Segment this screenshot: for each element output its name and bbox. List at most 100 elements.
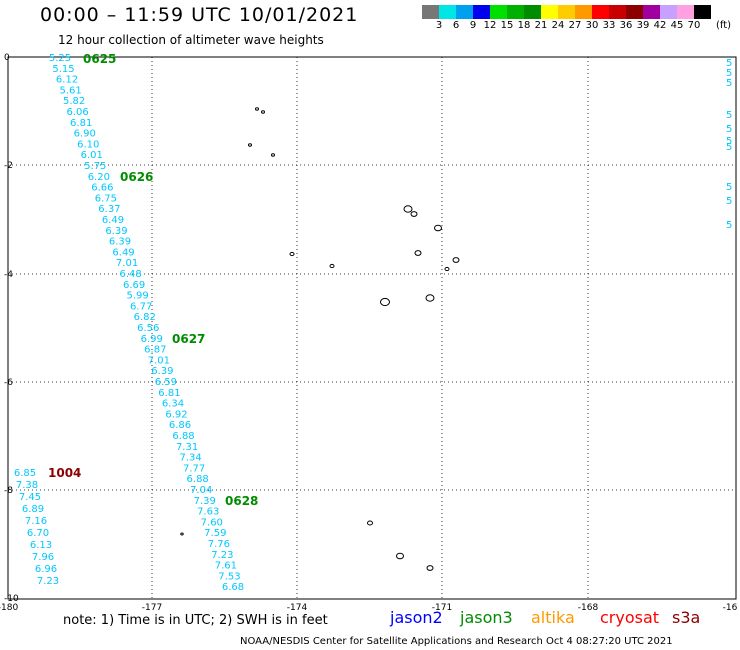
legend-label: 70	[687, 20, 701, 31]
swh-value: 6.39	[109, 237, 131, 248]
satellite-cryosat: cryosat	[600, 608, 660, 627]
swh-value: 6.01	[81, 150, 103, 161]
altimeter-tracks: 5.255.156.125.615.826.066.816.906.106.01…	[14, 52, 733, 593]
legend-label: 3	[435, 20, 443, 31]
swh-value: 5.82	[63, 96, 85, 107]
swh-value: 6.12	[56, 75, 78, 86]
island-outline	[255, 107, 259, 111]
y-tick-label: -8	[4, 486, 13, 496]
swh-value: 6.77	[130, 301, 152, 312]
swh-value: 6.66	[91, 183, 113, 194]
swh-value: 6.48	[119, 269, 141, 280]
swh-value: 6.85	[14, 468, 36, 479]
swh-value: 6.10	[77, 139, 99, 150]
island-outline	[434, 224, 442, 232]
swh-value: 6.90	[74, 129, 96, 140]
swh-value: 6.92	[165, 409, 187, 420]
island-outline	[410, 211, 418, 217]
legend-label: 33	[602, 20, 616, 31]
islands	[180, 107, 460, 571]
swh-value: 5.61	[59, 85, 81, 96]
legend-swatch	[575, 5, 592, 19]
swh-value: 6.87	[144, 345, 166, 356]
swh-value: 7.59	[204, 528, 226, 539]
swh-value: 6.69	[123, 280, 145, 291]
swh-value: 6.59	[155, 377, 177, 388]
x-tick-label: -16	[723, 603, 738, 613]
swh-value: 6.56	[137, 323, 159, 334]
legend-swatch	[439, 5, 456, 19]
swh-value: 6.34	[162, 399, 184, 410]
island-outline	[396, 552, 404, 560]
legend-label: 36	[619, 20, 633, 31]
map-grid	[8, 57, 736, 599]
legend-swatch	[609, 5, 626, 19]
x-tick-label: -177	[142, 603, 162, 613]
swh-value: 6.68	[222, 582, 244, 593]
swh-value: 7.16	[25, 516, 47, 527]
satellite-s3a: s3a	[672, 608, 701, 627]
island-outline	[403, 205, 413, 213]
legend-swatch	[626, 5, 643, 19]
legend-swatch	[490, 5, 507, 19]
island-outline	[248, 143, 252, 147]
x-tick-label: -180	[0, 603, 18, 613]
island-outline	[261, 110, 265, 114]
legend-swatch	[524, 5, 541, 19]
island-outline	[452, 257, 460, 263]
legend-label: 27	[568, 20, 582, 31]
legend-swatch	[507, 5, 524, 19]
swh-value: 7.23	[37, 576, 59, 587]
swh-value: 5.15	[52, 64, 74, 75]
island-outline	[271, 153, 275, 157]
satellite-jason2: jason2	[390, 608, 443, 627]
swh-value: 7.31	[176, 442, 198, 453]
swh-value-edge: 5	[726, 220, 732, 231]
swh-value: 7.34	[179, 453, 201, 464]
swh-value: 6.49	[102, 215, 124, 226]
swh-value-edge: 5	[726, 196, 732, 207]
legend-swatch	[694, 5, 711, 19]
swh-value: 7.45	[19, 492, 41, 503]
pass-time-label: 1004	[48, 466, 81, 480]
x-tick-label: -171	[432, 603, 452, 613]
swh-value: 6.99	[141, 334, 163, 345]
swh-value: 7.23	[211, 550, 233, 561]
legend-swatch	[677, 5, 694, 19]
x-tick-label: -168	[578, 603, 599, 613]
swh-value: 7.04	[190, 485, 212, 496]
y-tick-label: 0	[4, 53, 10, 63]
y-tick-label: -4	[4, 270, 13, 280]
x-tick-label: -174	[287, 603, 308, 613]
legend-swatch	[660, 5, 677, 19]
swh-value-edge: 5	[726, 58, 732, 69]
swh-value: 7.61	[215, 561, 237, 572]
legend-label: 45	[670, 20, 684, 31]
legend-swatch	[592, 5, 609, 19]
swh-value: 6.49	[112, 247, 134, 258]
legend-swatch	[558, 5, 575, 19]
swh-value: 6.82	[134, 312, 156, 323]
swh-value: 6.88	[172, 431, 194, 442]
satellite-altika: altika	[531, 608, 575, 627]
legend-label: 6	[452, 20, 460, 31]
island-outline	[329, 263, 335, 269]
legend-label: 42	[653, 20, 667, 31]
legend-label: 30	[585, 20, 599, 31]
swh-value: 6.39	[105, 226, 127, 237]
swh-value: 6.81	[70, 118, 92, 129]
map-subtitle: 12 hour collection of altimeter wave hei…	[58, 33, 324, 47]
legend-swatch	[422, 5, 439, 19]
y-tick-label: -6	[4, 378, 13, 388]
legend-swatch	[643, 5, 660, 19]
island-outline	[414, 250, 422, 256]
swh-value: 6.88	[187, 474, 209, 485]
footer-note: note: 1) Time is in UTC; 2) SWH is in fe…	[63, 613, 328, 628]
island-outline	[289, 251, 295, 257]
y-tick-label: -2	[4, 161, 13, 171]
legend-label: 21	[534, 20, 548, 31]
swh-value: 7.96	[32, 552, 54, 563]
swh-value: 6.96	[35, 564, 57, 575]
pass-time-label: 0628	[225, 494, 258, 508]
